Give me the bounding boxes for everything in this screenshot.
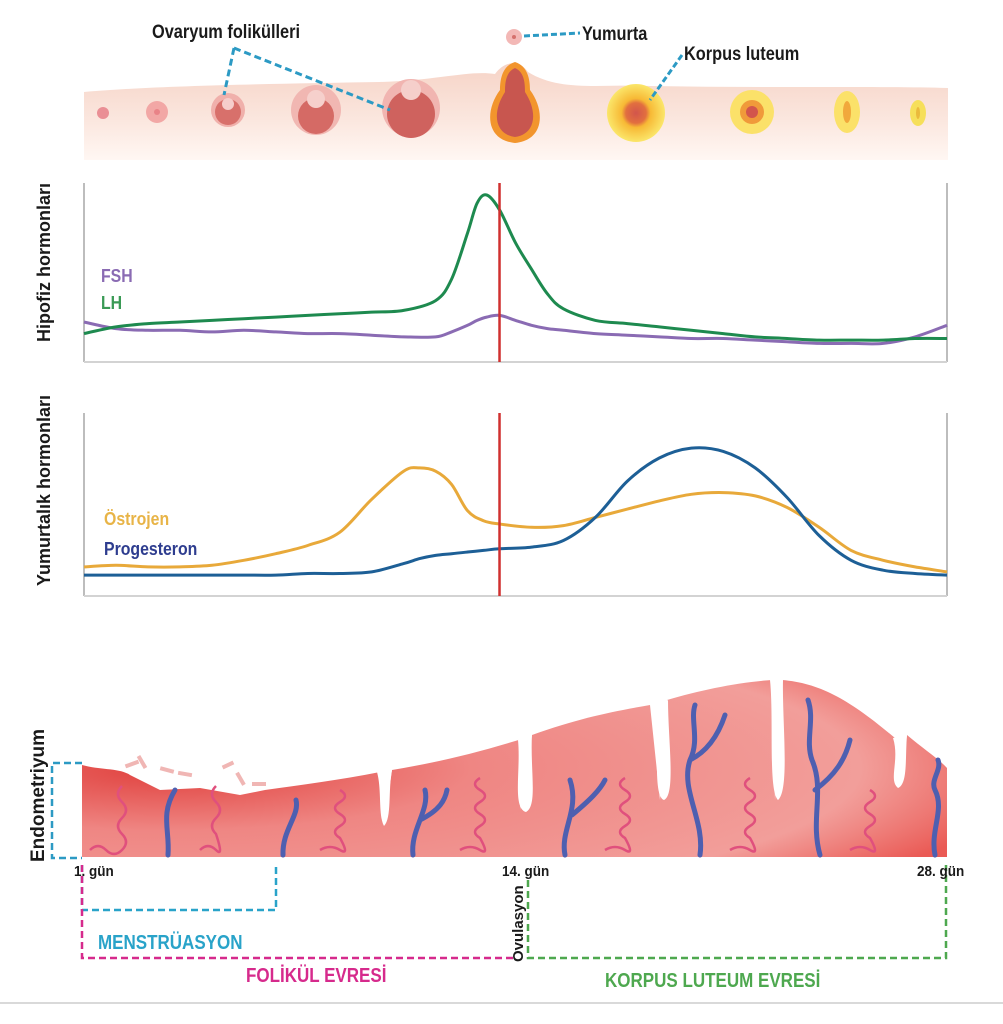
follicular-phase-label: FOLİKÜL EVRESİ [246,965,387,987]
luteal-bracket [526,865,948,960]
luteal-phase-label: KORPUS LUTEUM EVRESİ [605,970,821,992]
day-label-14: 14. gün [502,863,550,880]
legend-progesterone: Progesteron [104,539,198,559]
corpus-albicans [834,91,860,133]
menstrual-debris [124,754,266,786]
follicle-antral [291,85,341,135]
blood-vessels [164,697,942,858]
day-label-28: 28. gün [917,863,965,880]
follicle-primary [146,101,168,123]
corpus-luteum [607,84,665,142]
follicle-graafian [382,79,440,138]
follicle-ovulating [490,62,540,143]
corpus-albicans-small [910,100,926,126]
ovulation-label: Ovulasyon [510,885,527,962]
legend-lh: LH [101,293,123,313]
series-line-progesteron [84,446,948,577]
endometrium-label: Endometriyum [28,728,49,862]
menstruation-phase-label: MENSTRÜASYON [98,932,243,954]
follicle-primordial [97,107,109,119]
series-line--strojen [83,466,948,574]
spiral-arteries [89,776,877,856]
legend-estrogen: Östrojen [104,509,170,529]
label-egg: Yumurta [582,24,648,45]
endometrium-tissue [82,680,947,857]
corpus-luteum-regressing [730,90,774,134]
follicular-bracket [80,865,515,960]
follicle-callout-lines [222,46,391,112]
egg-cell [506,29,522,45]
legend-fsh: FSH [101,266,133,286]
follicle-secondary [211,93,245,127]
endometrium-bracket [50,761,82,860]
endometrial-glands [377,680,907,826]
bottom-divider [0,1002,1003,1004]
label-ovarian-follicles: Ovaryum folikülleri [152,22,301,43]
corpus-luteum-callout-line [648,54,684,101]
day-label-1: 1. gün [74,863,114,880]
egg-callout-line [523,31,581,38]
label-corpus-luteum: Korpus luteum [684,44,800,65]
